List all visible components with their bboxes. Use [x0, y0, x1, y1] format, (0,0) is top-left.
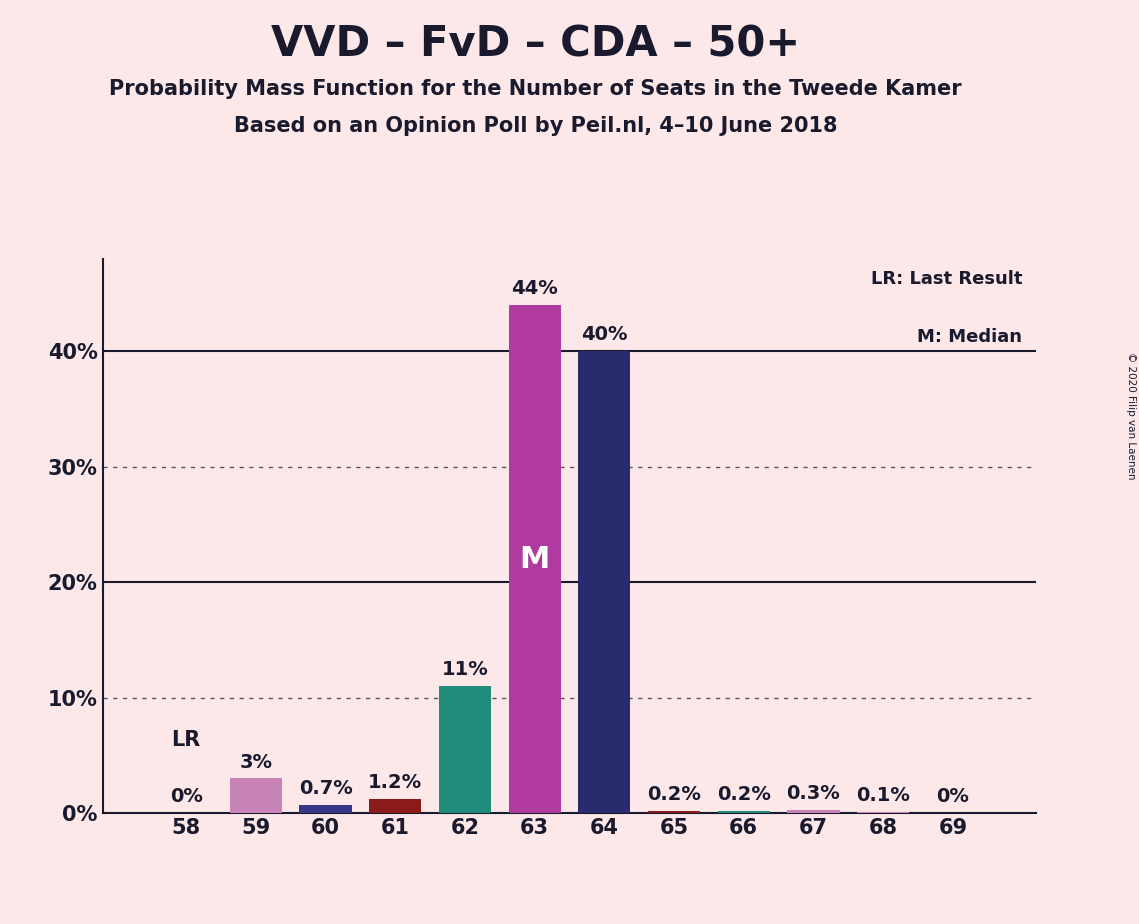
Bar: [579, 351, 631, 813]
Text: 44%: 44%: [511, 279, 558, 298]
Text: M: Median: M: Median: [918, 328, 1023, 346]
Bar: [369, 799, 421, 813]
Bar: [648, 811, 700, 813]
Text: VVD – FvD – CDA – 50+: VVD – FvD – CDA – 50+: [271, 23, 800, 65]
Text: 0.1%: 0.1%: [857, 786, 910, 805]
Bar: [857, 812, 909, 813]
Text: 1.2%: 1.2%: [368, 773, 423, 793]
Bar: [230, 778, 282, 813]
Text: 40%: 40%: [581, 325, 628, 345]
Text: LR: Last Result: LR: Last Result: [871, 270, 1023, 287]
Text: Probability Mass Function for the Number of Seats in the Tweede Kamer: Probability Mass Function for the Number…: [109, 79, 961, 99]
Text: LR: LR: [172, 730, 200, 749]
Text: 0.2%: 0.2%: [716, 784, 771, 804]
Text: M: M: [519, 544, 550, 574]
Text: 11%: 11%: [442, 660, 489, 679]
Bar: [300, 805, 352, 813]
Text: 0.7%: 0.7%: [298, 779, 352, 798]
Text: 0%: 0%: [170, 787, 203, 806]
Bar: [718, 811, 770, 813]
Text: 3%: 3%: [239, 752, 272, 772]
Text: 0%: 0%: [936, 787, 969, 806]
Bar: [439, 686, 491, 813]
Text: Based on an Opinion Poll by Peil.nl, 4–10 June 2018: Based on an Opinion Poll by Peil.nl, 4–1…: [233, 116, 837, 136]
Bar: [508, 305, 560, 813]
Text: 0.3%: 0.3%: [787, 784, 841, 803]
Bar: [787, 809, 839, 813]
Text: © 2020 Filip van Laenen: © 2020 Filip van Laenen: [1126, 352, 1136, 480]
Text: 0.2%: 0.2%: [647, 784, 700, 804]
